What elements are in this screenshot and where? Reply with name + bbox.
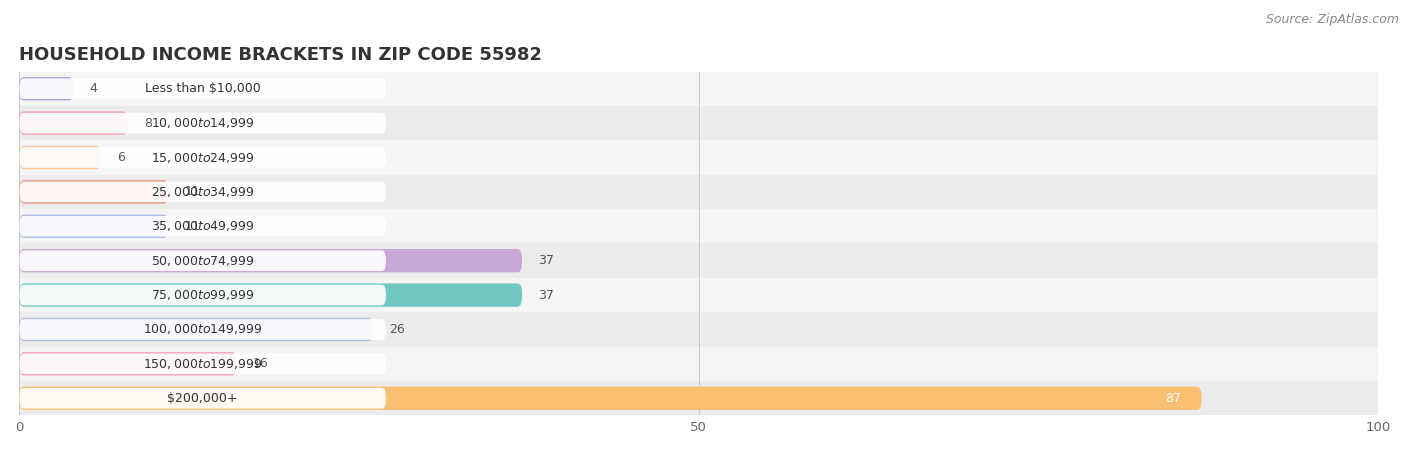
FancyBboxPatch shape <box>20 251 385 271</box>
Text: 26: 26 <box>389 323 405 336</box>
Bar <box>20 106 1378 141</box>
Text: Less than $10,000: Less than $10,000 <box>145 82 260 95</box>
FancyBboxPatch shape <box>20 146 101 169</box>
Text: $100,000 to $149,999: $100,000 to $149,999 <box>143 322 263 336</box>
Text: $200,000+: $200,000+ <box>167 392 238 405</box>
Text: 11: 11 <box>186 185 201 198</box>
Text: 11: 11 <box>186 220 201 233</box>
Text: HOUSEHOLD INCOME BRACKETS IN ZIP CODE 55982: HOUSEHOLD INCOME BRACKETS IN ZIP CODE 55… <box>20 46 543 64</box>
FancyBboxPatch shape <box>20 77 73 101</box>
FancyBboxPatch shape <box>20 285 385 305</box>
Text: 6: 6 <box>117 151 125 164</box>
Text: $50,000 to $74,999: $50,000 to $74,999 <box>150 254 254 268</box>
FancyBboxPatch shape <box>20 388 385 409</box>
FancyBboxPatch shape <box>20 318 373 341</box>
Text: 37: 37 <box>538 254 554 267</box>
FancyBboxPatch shape <box>20 319 385 340</box>
FancyBboxPatch shape <box>20 353 385 374</box>
FancyBboxPatch shape <box>20 180 169 203</box>
FancyBboxPatch shape <box>20 113 385 133</box>
Bar <box>20 175 1378 209</box>
FancyBboxPatch shape <box>20 181 385 202</box>
FancyBboxPatch shape <box>20 215 169 238</box>
Text: $75,000 to $99,999: $75,000 to $99,999 <box>150 288 254 302</box>
FancyBboxPatch shape <box>20 283 522 307</box>
Bar <box>20 381 1378 415</box>
Text: $10,000 to $14,999: $10,000 to $14,999 <box>150 116 254 130</box>
Text: $35,000 to $49,999: $35,000 to $49,999 <box>150 219 254 233</box>
Text: 8: 8 <box>145 117 152 130</box>
FancyBboxPatch shape <box>20 147 385 168</box>
FancyBboxPatch shape <box>20 249 522 273</box>
Text: 4: 4 <box>90 82 98 95</box>
FancyBboxPatch shape <box>20 216 385 237</box>
Text: Source: ZipAtlas.com: Source: ZipAtlas.com <box>1265 13 1399 26</box>
Bar <box>20 312 1378 347</box>
FancyBboxPatch shape <box>20 352 236 375</box>
Text: 37: 37 <box>538 289 554 302</box>
Text: 16: 16 <box>253 357 269 370</box>
Text: 87: 87 <box>1166 392 1181 405</box>
FancyBboxPatch shape <box>20 79 385 99</box>
Bar <box>20 71 1378 106</box>
FancyBboxPatch shape <box>20 387 1202 410</box>
Bar <box>20 243 1378 278</box>
Bar <box>20 347 1378 381</box>
Text: $150,000 to $199,999: $150,000 to $199,999 <box>143 357 263 371</box>
Text: $15,000 to $24,999: $15,000 to $24,999 <box>150 150 254 164</box>
FancyBboxPatch shape <box>20 111 128 135</box>
Text: $25,000 to $34,999: $25,000 to $34,999 <box>150 185 254 199</box>
Bar <box>20 278 1378 312</box>
Bar <box>20 141 1378 175</box>
Bar <box>20 209 1378 243</box>
